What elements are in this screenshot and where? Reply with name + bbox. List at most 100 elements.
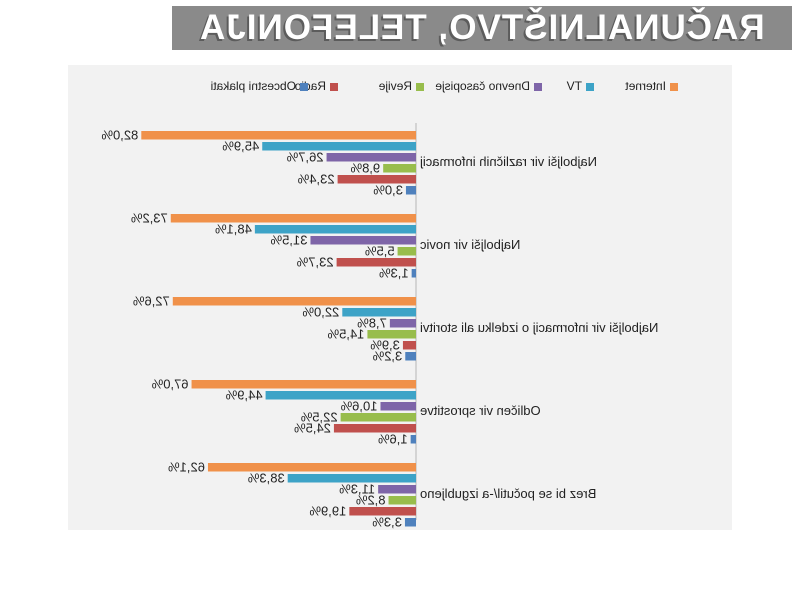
bar-3-1: [265, 391, 416, 400]
value-label-1-2-group: 31,5%: [270, 233, 307, 248]
value-label-4-1: 38,3%: [247, 471, 284, 486]
bar-2-2: [389, 319, 416, 328]
value-label-4-5-group: 3,3%: [372, 515, 402, 530]
bar-3-0: [191, 380, 416, 389]
bar-4-5: [404, 518, 416, 527]
value-label-1-1-group: 48,1%: [215, 222, 252, 237]
legend-swatch-5: [300, 83, 308, 91]
bar-0-0: [141, 131, 417, 140]
bar-4-3: [388, 496, 416, 505]
value-label-4-2: 11,3%: [339, 482, 375, 497]
legend-label-2: Dnevno časopisje: [435, 79, 530, 93]
value-label-2-2: 7,8%: [357, 316, 387, 331]
bar-0-4: [337, 175, 416, 184]
bar-4-4: [349, 507, 416, 516]
value-label-3-4-group: 24,5%: [294, 421, 331, 436]
value-label-1-2: 31,5%: [270, 233, 307, 248]
bar-1-3: [397, 247, 416, 256]
value-label-1-5-group: 1,3%: [379, 266, 409, 281]
value-label-1-0: 73,2%: [130, 211, 167, 226]
bar-2-1: [342, 308, 416, 317]
bar-3-3: [340, 413, 416, 422]
category-label-2: Najboljši vir informacij o izdelku ali s…: [420, 320, 659, 335]
value-label-2-5-group: 3,2%: [372, 349, 402, 364]
value-label-2-5: 3,2%: [372, 349, 402, 364]
category-label-4: Brez bi se počutil/-a izgubljeno: [420, 486, 596, 501]
value-label-3-2-group: 10,6%: [340, 399, 377, 414]
value-label-1-1: 48,1%: [215, 222, 252, 237]
value-label-3-3-group: 22,5%: [300, 410, 337, 425]
bar-chart: Internet TV Dnevno časopisje Revije RadioObc…: [101, 79, 678, 530]
value-label-0-3: 9,8%: [350, 161, 380, 176]
legend-label-3: Revije: [378, 79, 412, 93]
legend-label-5: Obcestni plakati: [211, 79, 296, 93]
value-label-1-3: 5,5%: [365, 244, 395, 259]
legend-label-0: Internet: [625, 79, 666, 93]
value-label-4-4-group: 19,9%: [309, 504, 346, 519]
bar-0-3: [383, 164, 416, 173]
category-label-1: Najboljši vir novic: [420, 237, 521, 252]
category-label-1-group: Najboljši vir novic: [420, 237, 521, 252]
value-label-3-1: 44,9%: [225, 388, 262, 403]
bar-0-1: [262, 142, 416, 151]
legend-label-3-group: Revije: [378, 79, 412, 93]
value-label-2-2-group: 7,8%: [357, 316, 387, 331]
value-label-3-0: 67,0%: [151, 377, 188, 392]
value-label-2-0-group: 72,6%: [132, 294, 169, 309]
value-label-2-0: 72,6%: [132, 294, 169, 309]
value-label-0-5-group: 3,0%: [373, 183, 403, 198]
legend-swatch-0: [670, 83, 678, 91]
value-label-2-3-group: 14,5%: [327, 327, 364, 342]
banner: RAČUNALNIŠTVO, TELEFONIJA: [172, 6, 792, 50]
value-label-0-0: 82,0%: [101, 128, 138, 143]
legend-label-1: TV: [567, 79, 582, 93]
value-label-0-1: 45,9%: [222, 139, 259, 154]
bar-2-0: [172, 297, 416, 306]
value-label-0-2: 26,7%: [286, 150, 323, 165]
value-label-1-4-group: 23,7%: [296, 255, 333, 270]
value-label-2-3: 14,5%: [327, 327, 364, 342]
category-label-0: Najboljši vir različnih informacij: [420, 154, 597, 169]
value-label-2-4-group: 3,9%: [370, 338, 400, 353]
value-label-4-1-group: 38,3%: [247, 471, 284, 486]
value-label-4-2-group: 11,3%: [339, 482, 375, 497]
value-label-4-5: 3,3%: [372, 515, 402, 530]
value-label-0-2-group: 26,7%: [286, 150, 323, 165]
value-label-0-4-group: 23,4%: [297, 172, 334, 187]
value-label-1-0-group: 73,2%: [130, 211, 167, 226]
legend-label-4: Radio: [294, 79, 326, 93]
value-label-2-4: 3,9%: [370, 338, 400, 353]
legend-swatch-1: [586, 83, 594, 91]
value-label-3-0-group: 67,0%: [151, 377, 188, 392]
value-label-3-5-group: 1,6%: [378, 432, 408, 447]
bar-4-2: [378, 485, 416, 494]
legend-label-0-group: Internet: [625, 79, 666, 93]
value-label-0-1-group: 45,9%: [222, 139, 259, 154]
value-label-1-3-group: 5,5%: [365, 244, 395, 259]
category-label-4-group: Brez bi se počutil/-a izgubljeno: [420, 486, 596, 501]
bar-1-4: [336, 258, 416, 267]
value-label-3-5: 1,6%: [378, 432, 408, 447]
bar-4-1: [287, 474, 416, 483]
bar-3-4: [333, 424, 416, 433]
banner-title: RAČUNALNIŠTVO, TELEFONIJA: [199, 8, 765, 47]
bar-4-0: [207, 463, 416, 472]
value-label-3-2: 10,6%: [340, 399, 377, 414]
bar-0-2: [326, 153, 416, 162]
legend-label-1-group: TV: [567, 79, 582, 93]
bar-1-0: [170, 214, 416, 223]
bar-3-5: [410, 435, 416, 444]
legend-swatch-2: [534, 83, 542, 91]
value-label-2-1-group: 22,0%: [302, 305, 339, 320]
bar-3-2: [380, 402, 416, 411]
bar-0-5: [405, 186, 416, 195]
value-label-4-3-group: 8,2%: [355, 493, 385, 508]
value-label-0-5: 3,0%: [373, 183, 403, 198]
legend-label-5-group: Obcestni plakati: [211, 79, 296, 93]
value-label-2-1: 22,0%: [302, 305, 339, 320]
value-label-3-3: 22,5%: [300, 410, 337, 425]
legend-label-2-group: Dnevno časopisje: [435, 79, 530, 93]
value-label-1-4: 23,7%: [296, 255, 333, 270]
value-label-4-4: 19,9%: [309, 504, 346, 519]
category-label-3: Odličen vir sprostitve: [420, 403, 541, 418]
